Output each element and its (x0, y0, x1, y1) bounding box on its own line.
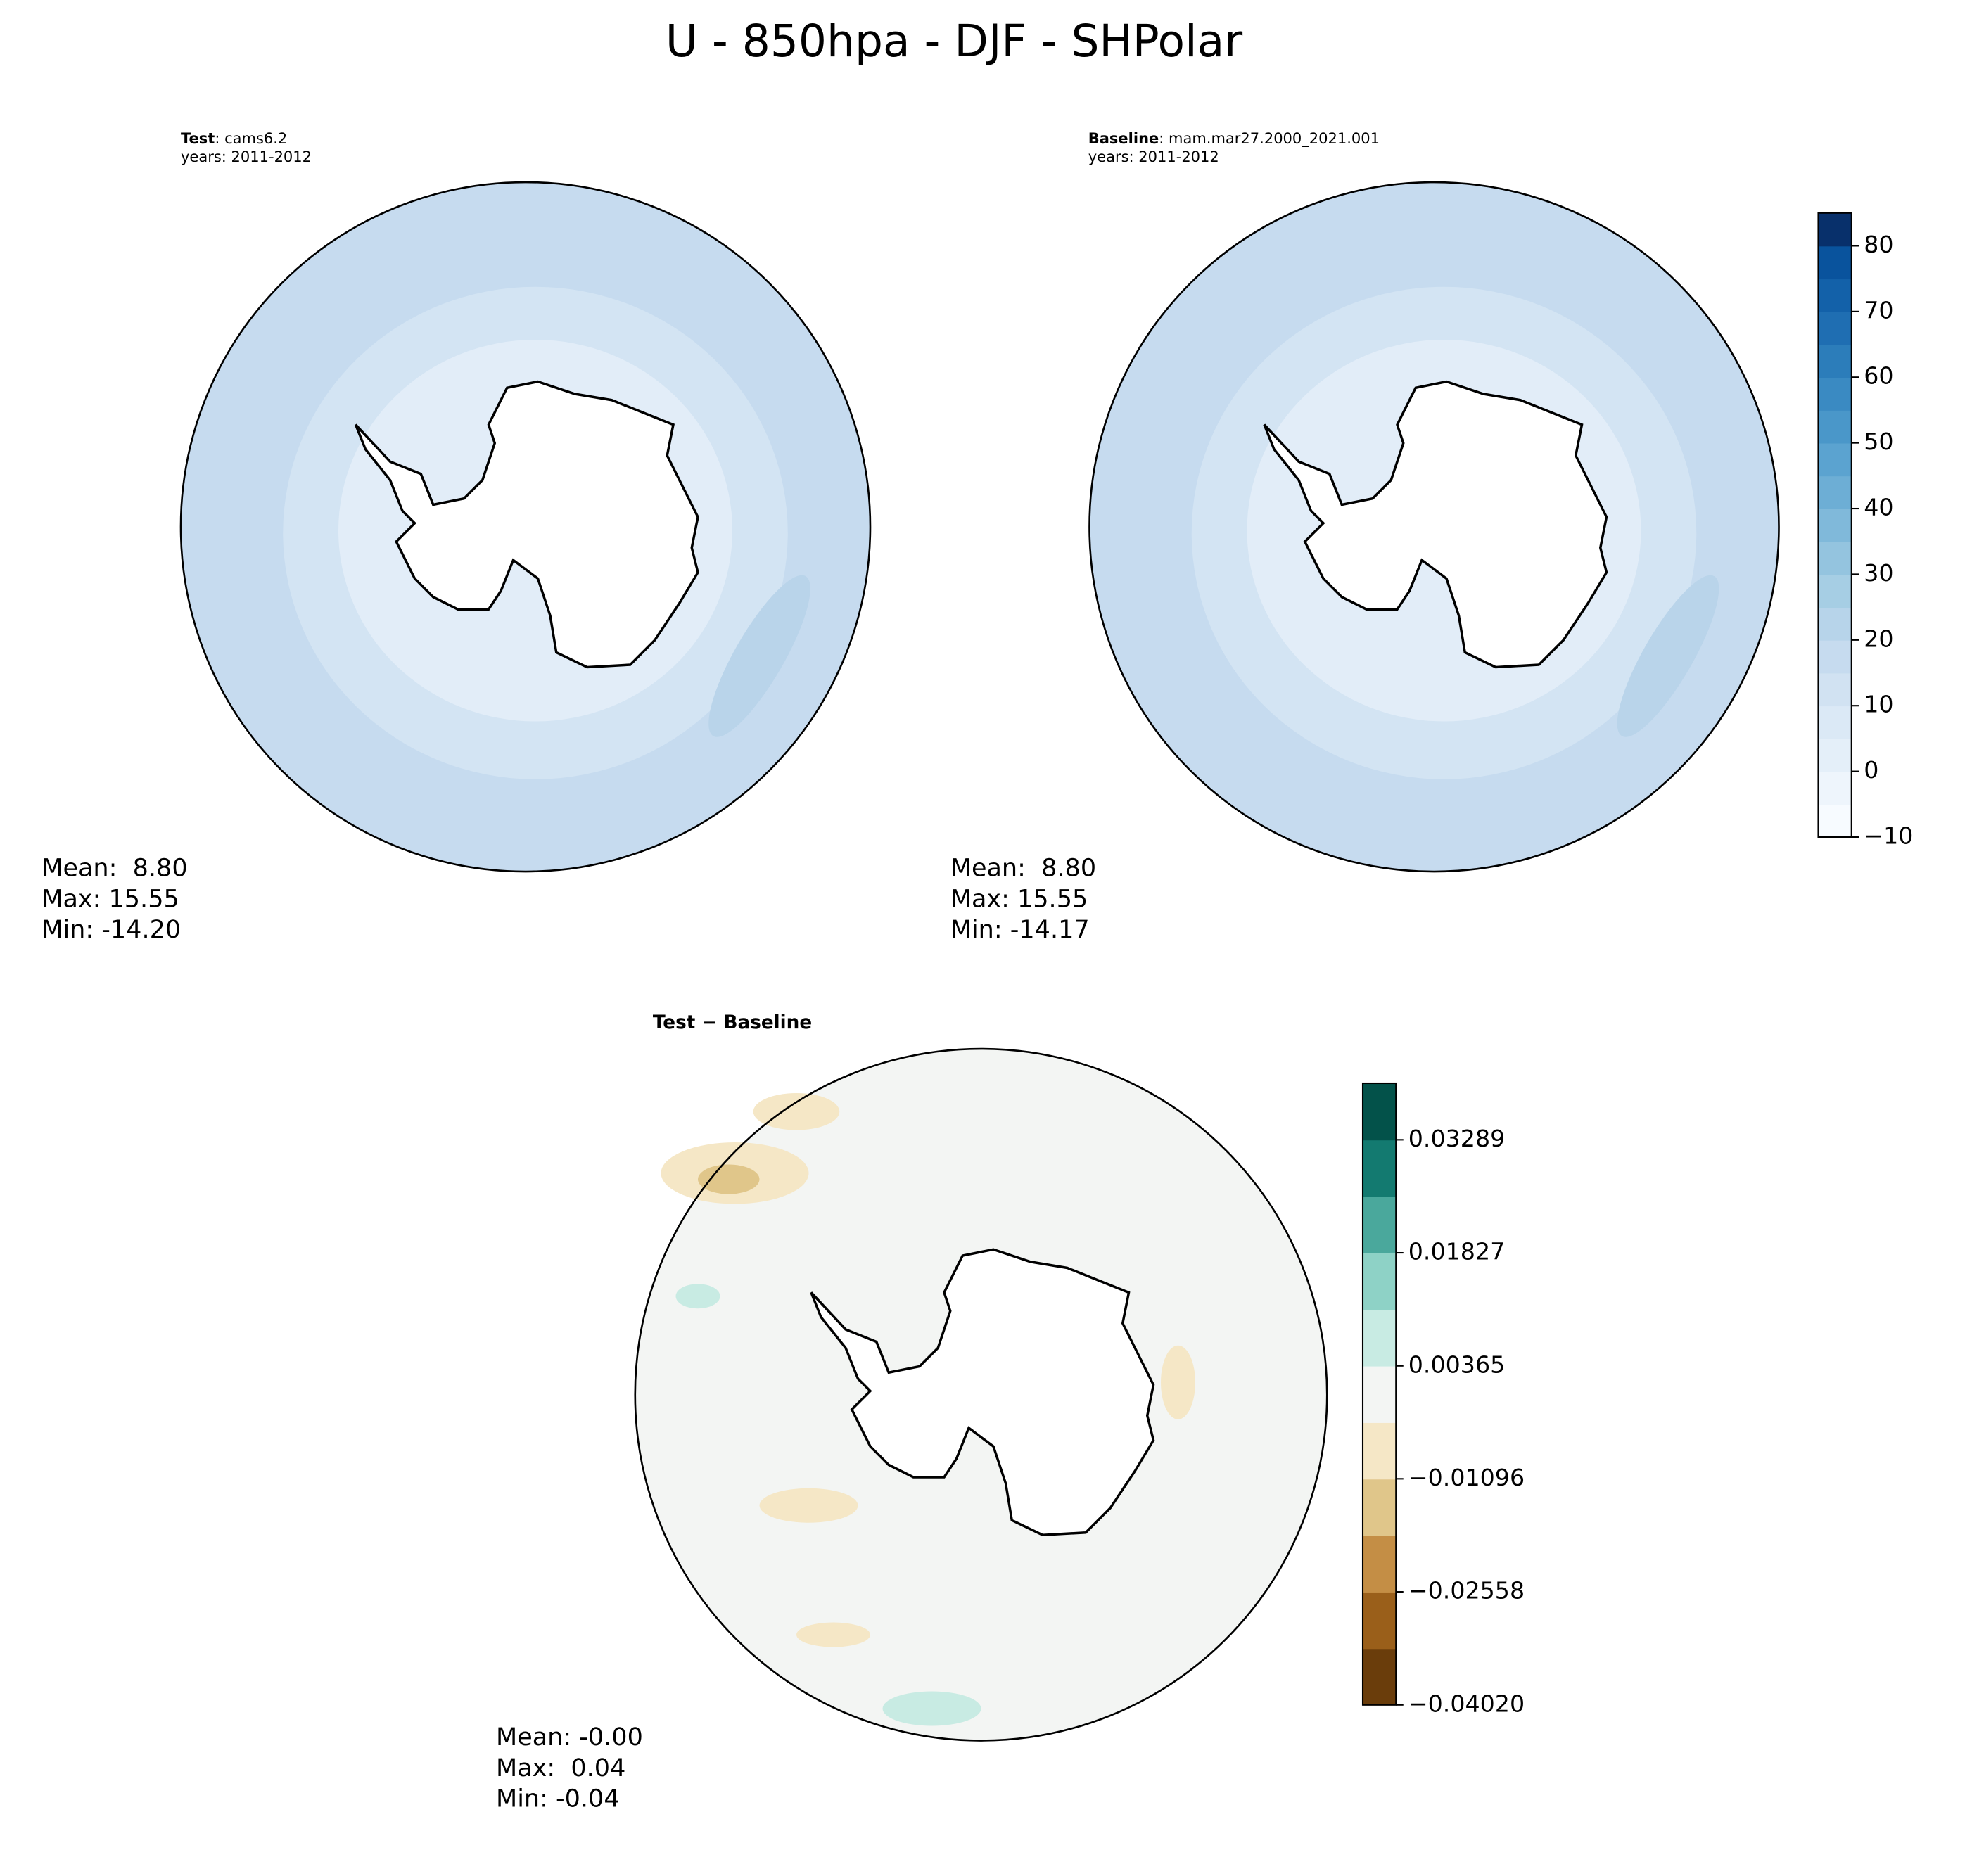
colorbar-band (1363, 1196, 1397, 1253)
stat-line: Mean: -0.00 (496, 1723, 643, 1751)
colorbar-band (1363, 1140, 1397, 1197)
colorbar-tick-label: 40 (1864, 494, 1893, 521)
colorbar-band (1818, 212, 1852, 247)
contour (675, 1284, 720, 1309)
colorbar-tick-label: 60 (1864, 362, 1893, 390)
stat-line: Mean: 8.80 (42, 855, 187, 883)
colorbar-tick-label: −0.04020 (1408, 1690, 1525, 1717)
colorbar-band (1818, 804, 1852, 838)
colorbar-band (1363, 1083, 1397, 1141)
stat-line: Min: -14.20 (42, 916, 181, 944)
map (1088, 181, 1780, 873)
colorbar-band (1818, 771, 1852, 805)
stat-line: Max: 15.55 (950, 885, 1088, 913)
panel-name: Test (181, 130, 215, 147)
colorbar-band (1818, 442, 1852, 477)
antarctica (354, 380, 699, 669)
panel-label: Test: cams6.2 (181, 130, 287, 147)
panel-case: : cams6.2 (215, 130, 287, 147)
colorbar-tick-label: 50 (1864, 428, 1893, 455)
panel-label: Test − Baseline (653, 1012, 812, 1033)
colorbar-tick-label: 70 (1864, 296, 1893, 324)
colorbar-band (1818, 476, 1852, 509)
colorbar-band (1818, 607, 1852, 641)
contour (796, 1622, 870, 1647)
map-border (634, 1047, 1328, 1742)
contour (753, 1093, 840, 1130)
colorbar-band (1363, 1592, 1397, 1650)
antarctica (810, 1248, 1155, 1537)
colorbar-frame (1817, 212, 1852, 838)
colorbar-tick-label: 0 (1864, 756, 1878, 784)
colorbar-tick-label: 10 (1864, 691, 1893, 718)
colorbar-band (1818, 245, 1852, 280)
colorbar-band (1818, 311, 1852, 345)
colorbar-tick-label: −10 (1864, 822, 1913, 850)
colorbar-band (1818, 377, 1852, 411)
colorbar-band (1363, 1365, 1397, 1423)
map-border (1088, 181, 1780, 873)
stat-line: Min: -14.17 (950, 916, 1090, 944)
map-border (179, 181, 872, 873)
colorbar-band (1818, 509, 1852, 542)
figure-title: U - 850hpa - DJF - SHPolar (666, 15, 1242, 67)
colorbar-band (1818, 672, 1852, 707)
colorbar-tick-label: 30 (1864, 559, 1893, 587)
colorbar-band (1818, 279, 1852, 312)
stat-line: Max: 15.55 (42, 885, 179, 913)
map (634, 1047, 1328, 1742)
colorbar-band (1818, 639, 1852, 674)
panel-case: : mam.mar27.2000_2021.001 (1159, 130, 1380, 148)
colorbar-band (1363, 1253, 1397, 1310)
panel-name: Baseline (1088, 130, 1159, 147)
colorbar-band (1818, 344, 1852, 378)
colorbar-band (1363, 1535, 1397, 1593)
stat-line: Min: -0.04 (496, 1785, 620, 1813)
stat-line: Mean: 8.80 (950, 855, 1096, 883)
colorbar-tick-label: 20 (1864, 625, 1893, 652)
colorbar-band (1818, 706, 1852, 739)
colorbar-tick-label: 0.01827 (1408, 1238, 1506, 1265)
colorbar-tick-label: −0.02558 (1408, 1577, 1525, 1604)
stat-line: Max: 0.04 (496, 1754, 625, 1782)
panel-years: years: 2011-2012 (1088, 148, 1219, 165)
colorbar-tick-label: 0.03289 (1408, 1125, 1506, 1152)
colorbar-band (1818, 574, 1852, 608)
colorbar-band (1363, 1422, 1397, 1480)
colorbar-frame (1361, 1082, 1397, 1706)
contour (882, 1691, 981, 1726)
contour (1161, 1345, 1195, 1419)
colorbar-tick-label: −0.01096 (1408, 1464, 1525, 1491)
colorbar-band (1363, 1648, 1397, 1706)
panel-label: Baseline: mam.mar27.2000_2021.001 (1088, 130, 1380, 148)
panel-years: years: 2011-2012 (181, 148, 312, 165)
colorbar-tick-label: 80 (1864, 231, 1893, 258)
map (179, 181, 872, 873)
colorbar-band (1363, 1309, 1397, 1367)
colorbar-band (1818, 409, 1852, 444)
colorbar-band (1818, 541, 1852, 575)
colorbar-band (1363, 1479, 1397, 1536)
contour (708, 575, 810, 737)
colorbar-tick-label: 0.00365 (1408, 1351, 1506, 1378)
contour (759, 1488, 858, 1523)
colorbar-band (1818, 738, 1852, 772)
contour (698, 1164, 760, 1194)
contour (1617, 575, 1719, 737)
antarctica (1263, 380, 1608, 669)
